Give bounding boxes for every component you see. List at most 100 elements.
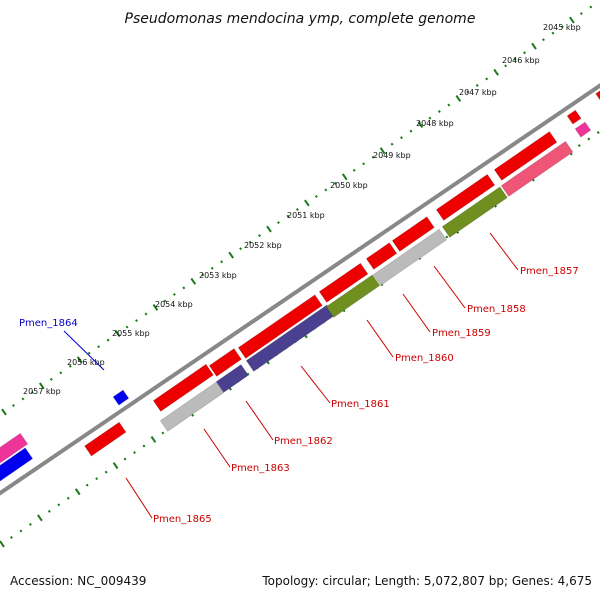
scale-major-tick [417,121,424,129]
scale-dot [577,144,581,148]
kbp-label: 2053 kbp [199,271,237,280]
scale-dot [523,51,526,55]
gene-label: Pmen_1858 [467,304,526,315]
scale-dot [95,477,99,481]
scale-dot [106,338,110,342]
leader-line [300,365,331,404]
scale-dot [10,535,13,539]
gene-arrow [152,363,214,412]
scale-dot [57,503,61,507]
scale-dot [352,168,356,172]
kbp-label: 2048 kbp [416,119,454,128]
scale-major-tick [0,540,5,548]
kbp-label: 2050 kbp [330,181,368,190]
gene-label: Pmen_1865 [153,514,212,525]
kbp-label: 2047 kbp [459,88,497,97]
scale-major-tick [190,277,197,285]
scale-major-tick [37,514,43,522]
scale-dot [210,266,214,270]
outer-scale [1,5,593,416]
scale-major-tick [304,199,310,207]
gene-arrow [372,228,448,286]
genome-backbone [0,83,600,496]
leader-line [125,477,153,519]
kbp-label: 2046 kbp [502,56,540,65]
scale-dot [314,194,318,198]
scale-dot [258,234,261,238]
kbp-labels: 2045 kbp 2046 kbp 2047 kbp 2048 kbp 2049… [23,23,581,396]
scale-major-tick [39,382,45,390]
scale-dot [85,483,89,487]
kbp-label: 2052 kbp [244,241,282,250]
scale-dot [125,325,129,329]
gene-arrow [391,216,435,252]
scale-dot [30,390,34,394]
scale-major-tick [74,488,81,496]
scale-dot [400,136,403,140]
scale-dot [123,457,127,461]
leader-line [203,428,231,468]
leader-line [402,293,431,333]
gene-arrow [208,348,242,377]
gene-arrow [493,131,558,181]
scale-dot [295,208,299,211]
leader-line-blue [63,330,105,371]
scale-dot [324,188,328,192]
scale-dot [87,351,91,355]
gene-labels: Pmen_1857 Pmen_1858 Pmen_1859 Pmen_1860 … [19,266,579,525]
kbp-label: 2056 kbp [67,358,105,367]
scale-dot [445,235,449,239]
scale-dot [246,372,250,376]
gene-arrow [0,447,34,482]
scale-dot [142,444,146,448]
gene-arrow [595,90,600,101]
scale-dot [485,77,489,81]
scale-dot [513,57,517,61]
gene-label: Pmen_1861 [331,399,390,410]
scale-dot [371,155,375,159]
scale-major-tick [341,173,348,181]
kbp-label: 2055 kbp [112,329,150,338]
genome-summary-text: Topology: circular; Length: 5,072,807 bp… [261,574,592,588]
scale-dot [21,397,25,401]
scale-dot [161,431,165,435]
scale-dot [596,131,600,134]
scale-dot [551,31,555,35]
leader-line [489,232,519,271]
scale-dot [286,214,290,218]
scale-dot [133,451,136,455]
gene-arrow [318,262,369,303]
gene-leader-lines [125,232,519,519]
scale-dot [504,64,508,68]
scale-major-tick [266,225,272,233]
gene-arrow [574,121,592,138]
scale-dot [390,142,394,146]
scale-dot [97,345,101,349]
scale-dot [542,38,545,42]
scale-dot [201,273,205,277]
scale-dot [47,509,51,513]
scale-dot [182,286,186,290]
gene-arrow [500,140,574,197]
scale-dot [59,371,63,375]
gene-arrow [112,389,130,406]
kbp-label: 2057 kbp [23,387,61,396]
scale-dot [49,377,53,381]
scale-dot [579,12,583,16]
scale-major-tick [152,304,159,311]
scale-dot [144,312,148,316]
scale-major-tick [1,408,7,416]
leader-line [433,265,466,309]
scale-dot [104,470,108,474]
scale-dot [362,162,366,166]
gene-label: Pmen_1862 [274,436,333,447]
scale-dot [248,240,252,244]
scale-dot [437,110,441,114]
scale-dot [135,319,138,323]
accession-text: Accession: NC_009439 [10,574,146,588]
gene-label: Pmen_1857 [520,266,579,277]
gene-arrow [365,242,398,270]
scale-dot [409,129,413,133]
kbp-label: 2051 kbp [287,211,325,220]
